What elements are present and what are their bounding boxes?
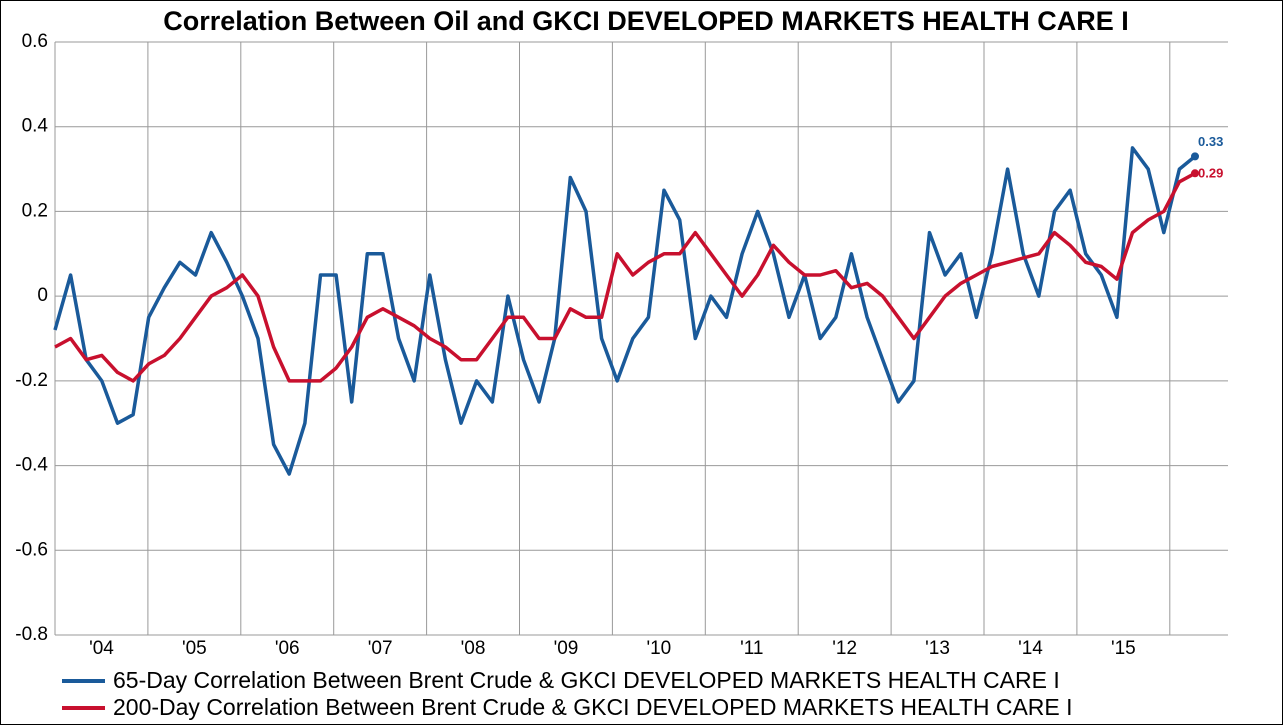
x-tick-label: '11 xyxy=(740,638,763,659)
end-label: 0.29 xyxy=(1198,166,1223,181)
legend-label: 200-Day Correlation Between Brent Crude … xyxy=(113,694,1073,720)
x-tick-label: '15 xyxy=(1111,638,1136,659)
series-line xyxy=(54,171,1196,383)
y-tick-label: 0.4 xyxy=(22,116,49,137)
y-tick-label: -0.6 xyxy=(15,539,48,560)
end-marker xyxy=(1191,169,1199,178)
series-line xyxy=(53,146,1197,476)
x-tick-label: '09 xyxy=(554,638,579,659)
y-tick-label: -0.4 xyxy=(15,455,48,476)
y-tick-label: 0 xyxy=(37,285,48,306)
x-tick-label: '04 xyxy=(89,638,114,659)
y-tick-label: -0.2 xyxy=(15,370,48,391)
x-tick-label: '05 xyxy=(182,638,207,659)
x-tick-label: '13 xyxy=(925,638,950,659)
x-tick-label: '07 xyxy=(368,638,393,659)
x-tick-label: '12 xyxy=(832,638,857,659)
x-tick-label: '06 xyxy=(275,638,300,659)
end-marker xyxy=(1191,152,1199,161)
x-tick-label: '08 xyxy=(461,638,486,659)
y-tick-label: 0.6 xyxy=(22,31,48,52)
legend-label: 65-Day Correlation Between Brent Crude &… xyxy=(113,667,1060,693)
x-tick-label: '14 xyxy=(1018,638,1043,659)
y-tick-label: -0.8 xyxy=(15,624,48,645)
end-label: 0.33 xyxy=(1198,134,1223,149)
chart-title: Correlation Between Oil and GKCI DEVELOP… xyxy=(163,6,1129,36)
y-tick-label: 0.2 xyxy=(22,200,48,221)
x-tick-label: '10 xyxy=(646,638,671,659)
